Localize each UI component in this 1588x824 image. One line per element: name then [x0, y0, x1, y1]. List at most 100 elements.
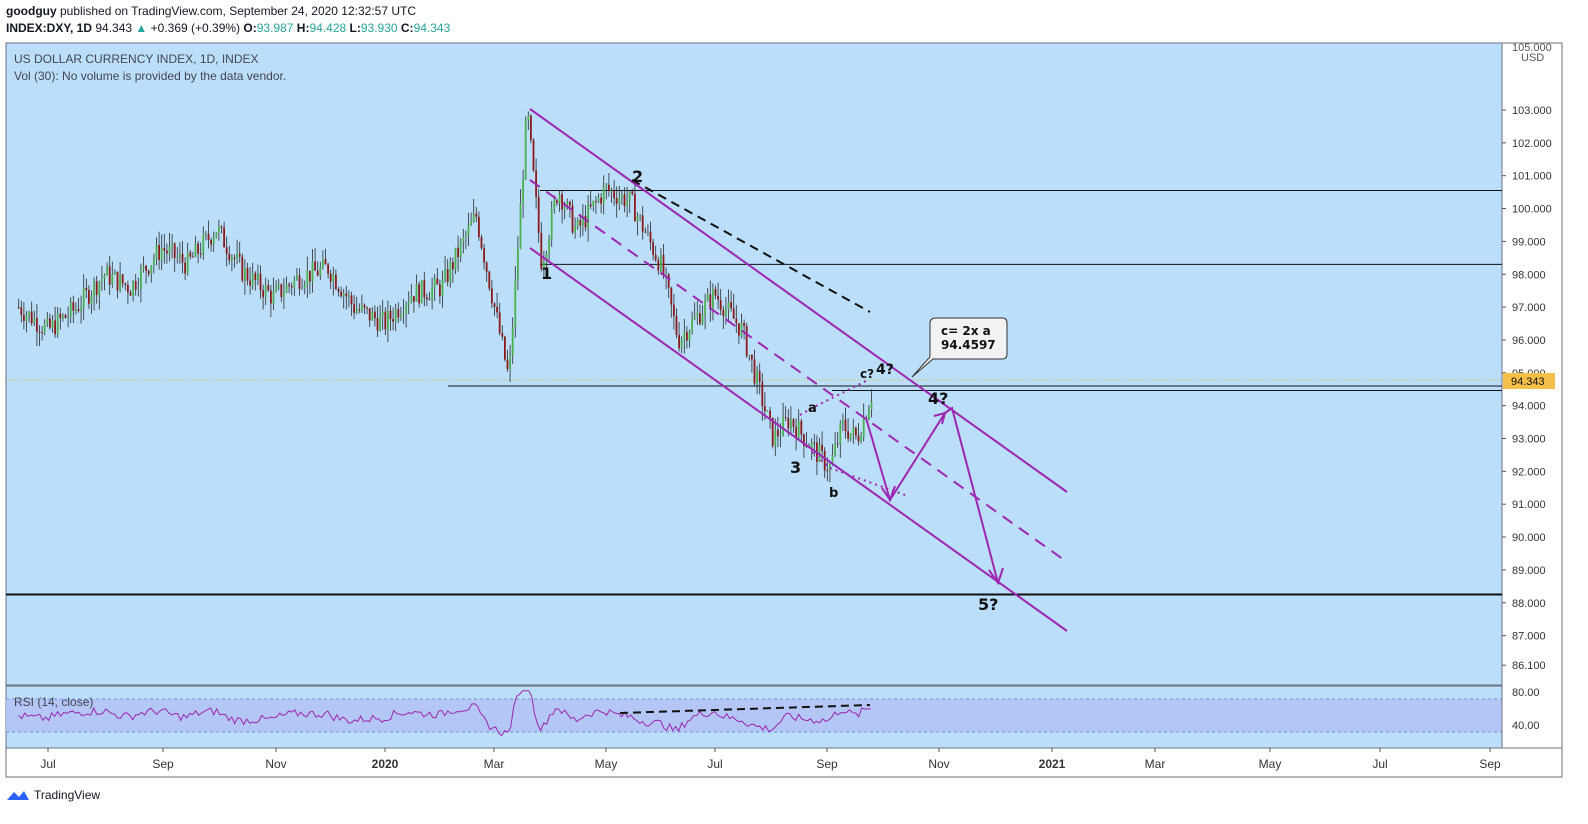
channel-upper[interactable]: [529, 108, 1068, 493]
candle-body: [113, 271, 116, 275]
candle-body: [532, 140, 535, 171]
b-dotted-line[interactable]: [811, 451, 906, 496]
channel-lower[interactable]: [529, 247, 1068, 632]
candle-body: [800, 420, 803, 435]
candle-body: [745, 326, 748, 356]
candle-body: [857, 435, 860, 442]
price-axis[interactable]: [1501, 42, 1563, 749]
candle-body: [550, 209, 553, 240]
candle-body: [735, 318, 738, 324]
candle-body: [527, 115, 530, 121]
candle-body: [121, 274, 124, 284]
candle-body: [594, 200, 597, 202]
volume-note: Vol (30): No volume is provided by the d…: [14, 69, 286, 83]
candle-body: [709, 294, 712, 309]
candle-body: [116, 271, 119, 291]
candle-body: [111, 274, 114, 285]
y-tick-label: 92.000: [1512, 466, 1546, 478]
callout-box[interactable]: c= 2x a 94.4597: [911, 317, 1008, 378]
candle-body: [217, 226, 220, 233]
candle-body: [592, 200, 595, 207]
candle-body: [779, 435, 782, 437]
x-tick-label: Sep: [816, 757, 838, 771]
candle-body: [379, 316, 381, 331]
candle-body: [545, 253, 548, 263]
candle-body: [631, 191, 634, 194]
candle-body: [483, 247, 485, 263]
abc-dotted-lines[interactable]: [799, 379, 869, 416]
candle-body: [360, 304, 363, 311]
y-tick-label: 93.000: [1512, 434, 1546, 446]
rsi-divergence-line[interactable]: [619, 704, 871, 714]
wave-label-3: 3: [790, 458, 801, 477]
candle-body: [152, 259, 155, 266]
candle-body: [207, 233, 210, 241]
horizontal-levels[interactable]: [6, 189, 1502, 596]
last-price-tag-text: 94.343: [1511, 376, 1545, 388]
x-axis-ticks: Jul Sep Nov 2020 Mar May Jul Sep Nov 2021 Mar May Ju…: [40, 748, 1501, 771]
publish-text: published on TradingView.com, September …: [60, 4, 417, 18]
channel-middle[interactable]: [529, 179, 1068, 563]
candle-body: [358, 309, 361, 311]
candle-body: [867, 409, 870, 420]
footer[interactable]: TradingView: [6, 788, 100, 802]
candle-body: [672, 304, 675, 316]
candle-body: [555, 200, 558, 204]
candle-body: [620, 194, 623, 199]
candle-body: [233, 257, 236, 259]
candle-body: [61, 315, 64, 319]
candle-body: [324, 259, 327, 265]
candle-body: [516, 249, 519, 280]
candle-body: [464, 235, 467, 238]
candle-body: [386, 310, 389, 330]
candle-body: [667, 274, 670, 288]
candle-body: [407, 302, 410, 305]
candle-body: [288, 284, 290, 286]
candle-body: [410, 296, 413, 303]
candle-body: [626, 200, 628, 207]
change-value: +0.369 (+0.39%): [150, 21, 241, 35]
x-tick-label: Nov: [265, 757, 286, 771]
candle-body: [298, 275, 301, 289]
candle-body: [636, 216, 639, 222]
candle-body: [670, 287, 673, 305]
author-name[interactable]: goodguy: [6, 4, 57, 18]
candle-body: [740, 322, 743, 336]
candle-body: [839, 423, 842, 444]
candle-body: [802, 434, 805, 446]
footer-brand: TradingView: [34, 788, 101, 802]
open-label: O:: [243, 21, 257, 35]
y-tick-label: 89.000: [1512, 565, 1546, 577]
candle-body: [176, 256, 179, 258]
candle-body: [368, 308, 371, 321]
candle-body: [457, 247, 459, 258]
candle-body: [542, 262, 545, 270]
trend-dashed-black[interactable]: [631, 179, 871, 313]
candle-body: [444, 269, 446, 280]
candle-body: [743, 322, 745, 327]
candle-body: [602, 186, 605, 204]
candle-body: [95, 281, 98, 295]
candle-body: [72, 302, 75, 311]
candle-body: [805, 445, 808, 447]
candle-body: [337, 288, 340, 292]
elliott-drawings[interactable]: [529, 108, 1068, 632]
candle-body: [163, 248, 166, 251]
candle-body: [649, 231, 652, 243]
candle-body: [334, 274, 337, 289]
candle-body: [719, 299, 722, 310]
candle-body: [303, 285, 306, 288]
callout-shape: [911, 317, 1008, 378]
candle-body: [30, 311, 33, 324]
candle-body: [160, 248, 163, 260]
candle-body: [475, 213, 478, 217]
candle-body: [108, 266, 111, 285]
time-axis[interactable]: [5, 747, 1563, 778]
candle-body: [485, 262, 488, 272]
candle-body: [519, 203, 522, 250]
candle-body: [43, 323, 46, 333]
candle-body: [215, 232, 218, 238]
candle-body: [321, 259, 324, 268]
candle-body: [587, 204, 589, 228]
